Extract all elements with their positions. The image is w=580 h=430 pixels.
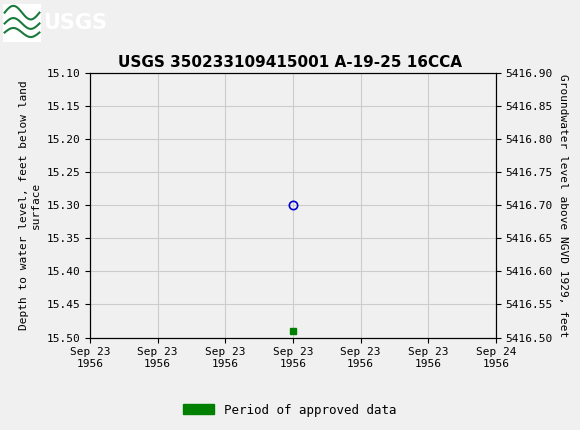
Text: USGS: USGS — [44, 12, 107, 33]
FancyBboxPatch shape — [3, 3, 41, 42]
Y-axis label: Depth to water level, feet below land
surface: Depth to water level, feet below land su… — [19, 80, 41, 330]
Legend: Period of approved data: Period of approved data — [178, 399, 402, 421]
Y-axis label: Groundwater level above NGVD 1929, feet: Groundwater level above NGVD 1929, feet — [559, 74, 568, 337]
Text: USGS 350233109415001 A-19-25 16CCA: USGS 350233109415001 A-19-25 16CCA — [118, 55, 462, 70]
